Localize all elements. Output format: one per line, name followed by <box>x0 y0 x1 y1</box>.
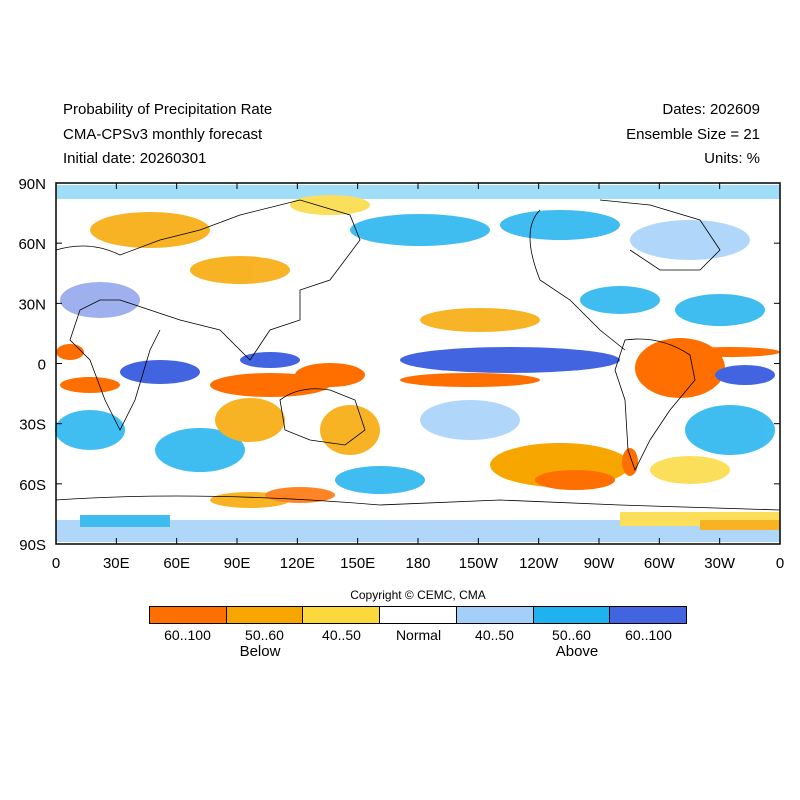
x-tick-label: 120W <box>519 555 559 572</box>
legend-label: 50..60 <box>245 627 284 643</box>
x-tick-label: 150W <box>459 555 499 572</box>
legend-label: 50..60 <box>552 627 591 643</box>
legend-swatch-normal <box>380 607 457 623</box>
x-axis: 0 30E 60E 90E 120E 150E 180 150W 120W 90W 60W 30W 0 <box>52 183 784 572</box>
legend-label: 40..50 <box>322 627 361 643</box>
y-tick-label: 30N <box>18 296 46 313</box>
legend-swatch-below-60-100 <box>150 607 227 623</box>
model-label: CMA-CPSv3 monthly forecast <box>63 126 263 143</box>
legend-swatch-below-40-50 <box>303 607 381 623</box>
dates-label: Dates: 202609 <box>662 101 760 118</box>
probability-field <box>55 183 780 544</box>
probability-map: 90N 60N 30N 0 30S 60S 90S 0 30E 60E 90E 120E 150E 18… <box>18 176 784 572</box>
coastlines <box>55 199 781 511</box>
units-label: Units: % <box>704 150 760 167</box>
y-axis: 90N 60N 30N 0 30S 60S 90S <box>18 176 780 554</box>
x-tick-label: 0 <box>776 555 784 572</box>
initial-date-label: Initial date: 20260301 <box>63 150 207 167</box>
y-tick-label: 90S <box>19 537 46 554</box>
legend-swatch-above-60-100 <box>610 607 687 623</box>
x-tick-label: 120E <box>280 555 315 572</box>
y-tick-label: 0 <box>38 357 46 374</box>
legend-swatch-below-50-60 <box>226 607 304 623</box>
x-tick-label: 30E <box>103 555 130 572</box>
copyright-text: Copyright © CEMC, CMA <box>350 588 486 602</box>
map-title: Probability of Precipitation Rate <box>63 101 273 118</box>
legend-swatch-above-40-50 <box>456 607 534 623</box>
y-tick-label: 30S <box>19 417 46 434</box>
x-tick-label: 60E <box>163 555 190 572</box>
color-legend <box>149 606 687 624</box>
ensemble-size-label: Ensemble Size = 21 <box>626 126 760 143</box>
x-tick-label: 180 <box>405 555 430 572</box>
x-tick-label: 90W <box>584 555 616 572</box>
legend-label: Normal <box>395 627 442 643</box>
legend-swatch-above-50-60 <box>533 607 611 623</box>
legend-label: 60..100 <box>625 627 672 643</box>
x-tick-label: 30W <box>704 555 736 572</box>
y-tick-label: 60N <box>18 236 46 253</box>
legend-below-label: Below <box>239 643 281 660</box>
x-tick-label: 90E <box>224 555 251 572</box>
x-tick-label: 0 <box>52 555 60 572</box>
y-tick-label: 60S <box>19 477 46 494</box>
x-tick-label: 60W <box>644 555 676 572</box>
legend-label: 60..100 <box>164 627 211 643</box>
x-tick-label: 150E <box>340 555 375 572</box>
y-tick-label: 90N <box>18 176 46 193</box>
legend-above-label: Above <box>555 643 599 660</box>
legend-label: 40..50 <box>475 627 514 643</box>
